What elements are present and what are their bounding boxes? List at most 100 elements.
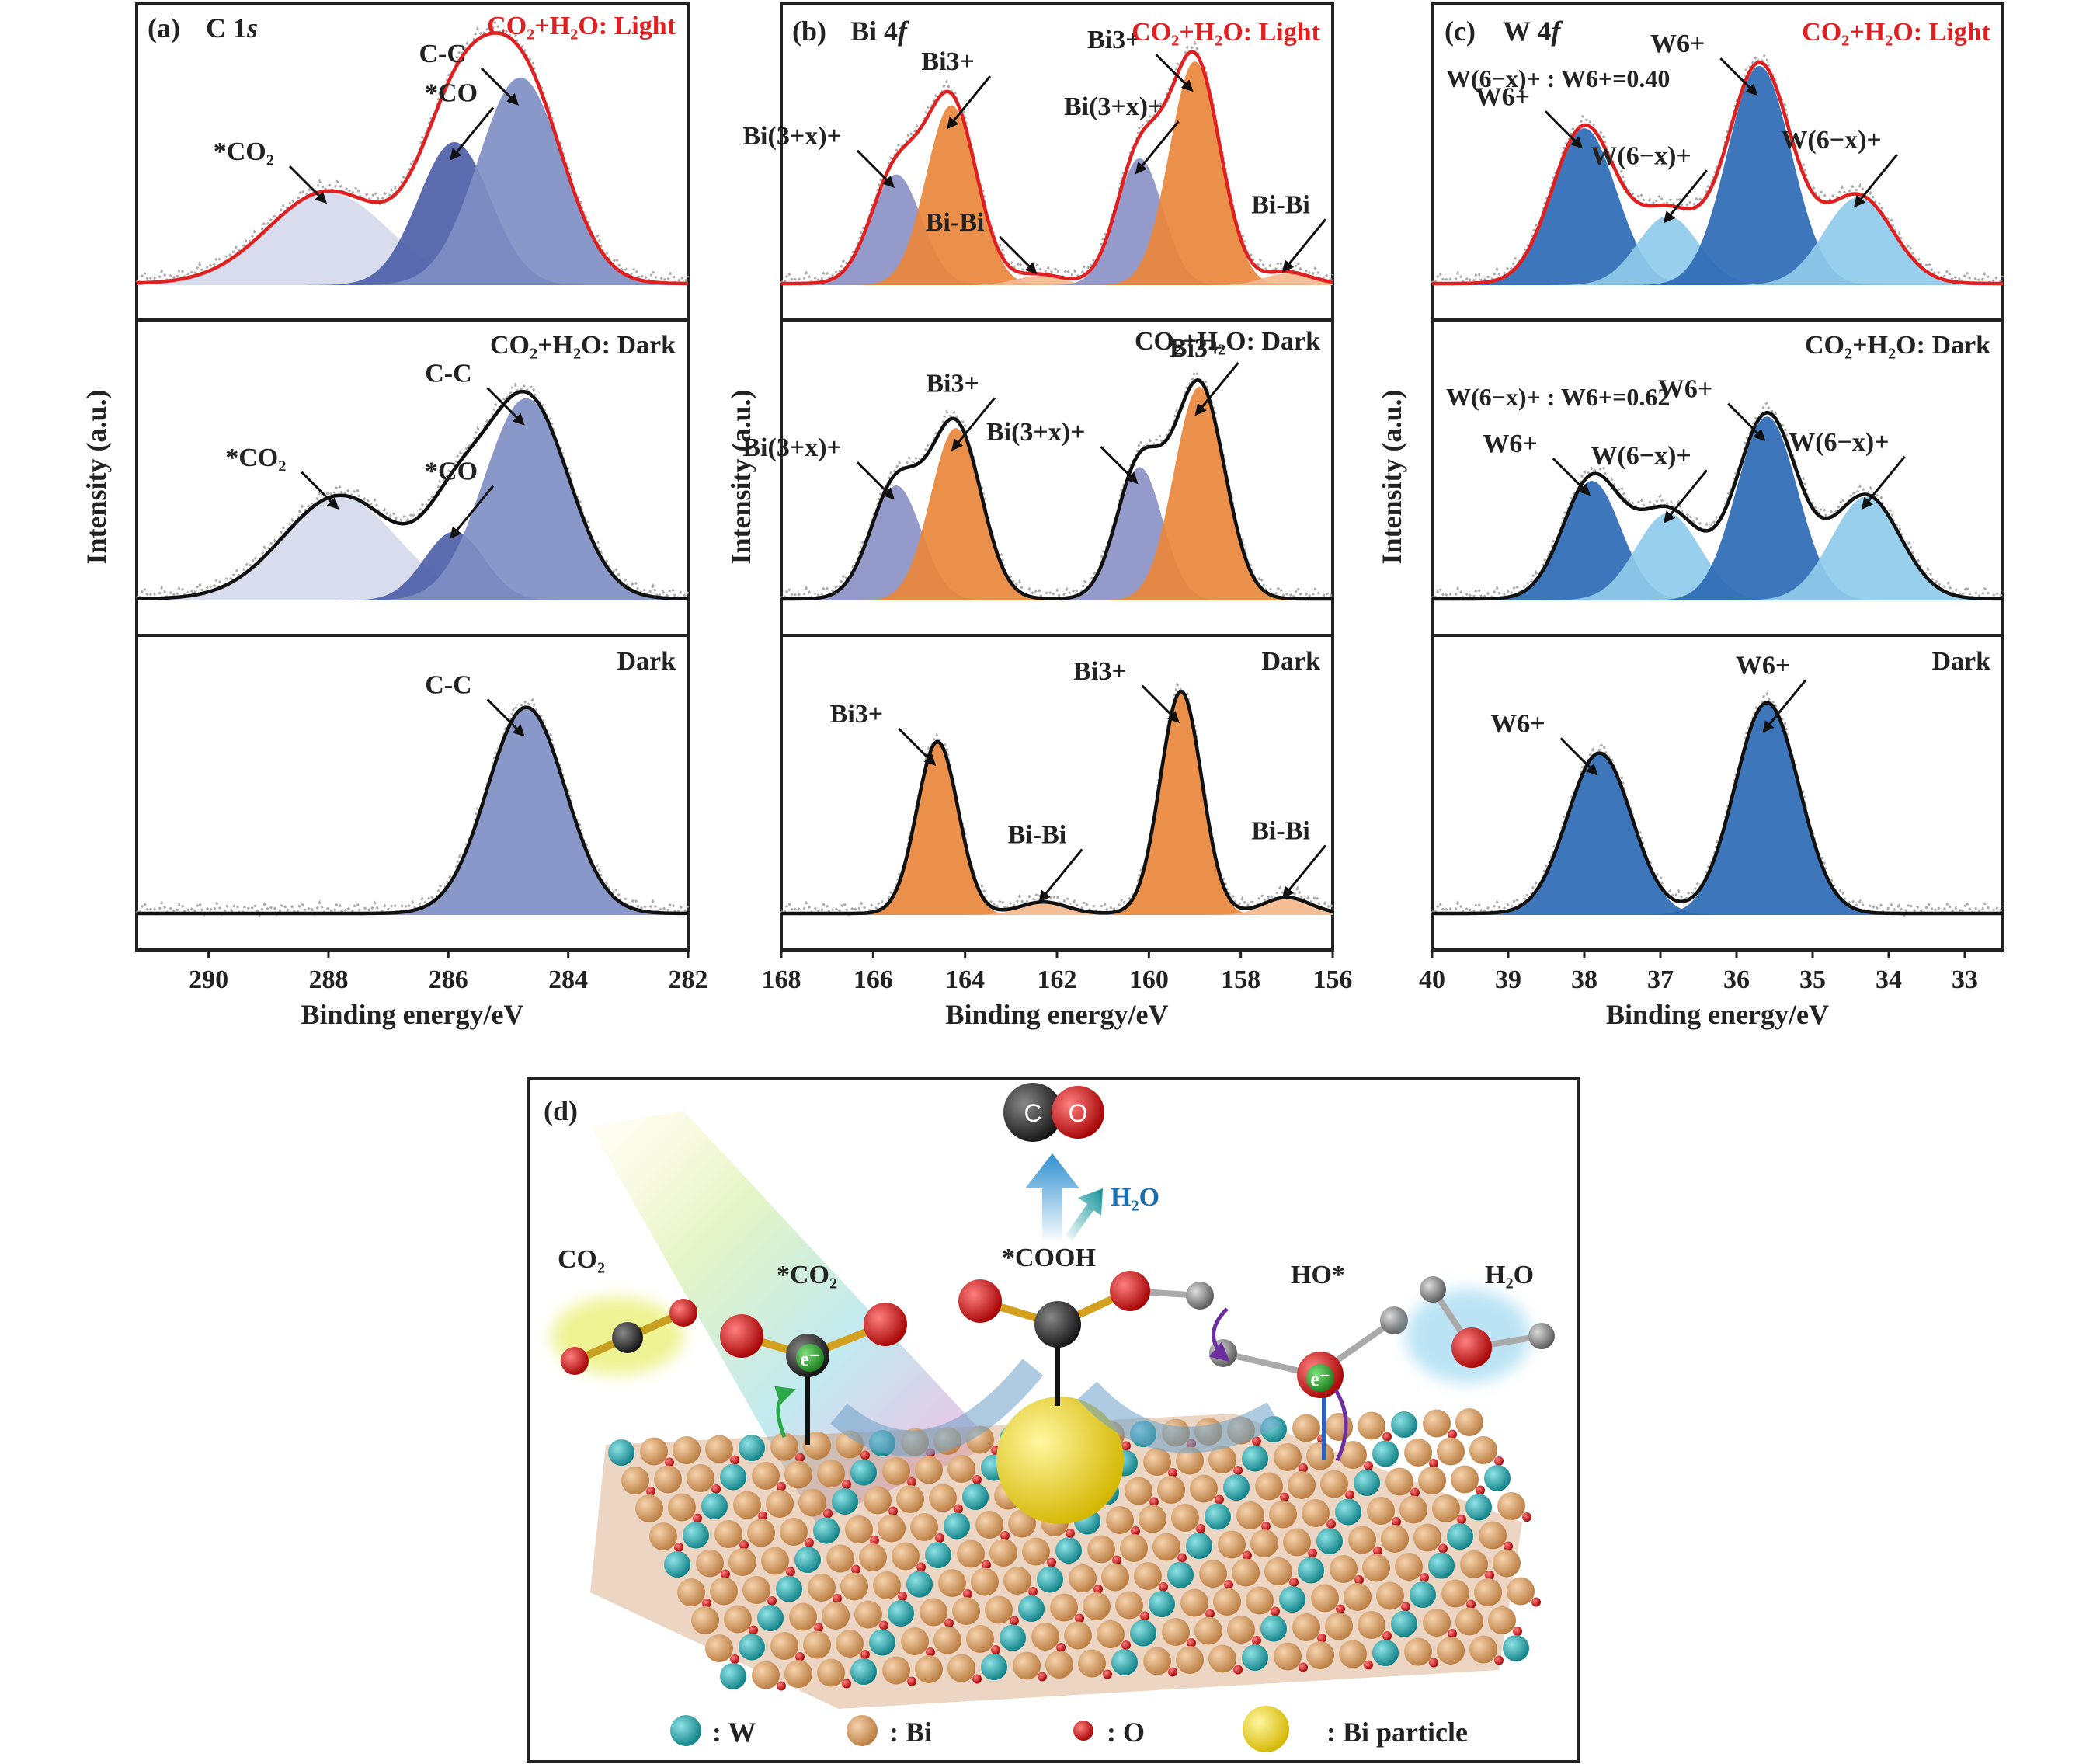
h2o-release-arrow: [1066, 1188, 1103, 1241]
bi-atom: [1432, 1494, 1460, 1522]
bi-atom: [1269, 1500, 1297, 1529]
o-atom: [1326, 1519, 1336, 1529]
x-tick-label: 37: [1647, 966, 1674, 994]
y-axis-label: Intensity (a.u.): [725, 389, 756, 564]
o-atom: [1000, 1531, 1010, 1540]
w-atom: [1298, 1557, 1324, 1584]
o-atom: [1336, 1604, 1345, 1614]
w-atom: [1447, 1523, 1473, 1550]
o-atom: [833, 1594, 842, 1603]
x-axis-label: Binding energy/eV: [1606, 999, 1829, 1030]
peak-bibi-row3: [781, 899, 1333, 915]
peak-label: Bi-Bi: [1251, 190, 1310, 219]
o-atom: [1280, 1492, 1289, 1502]
up-arrow: [1025, 1153, 1079, 1243]
o-atom: [991, 1645, 1000, 1654]
x-tick-label: 34: [1876, 966, 1902, 994]
peak-bibi-row3: [781, 903, 1333, 915]
o-atom: [795, 1453, 805, 1463]
peak-w6x-row1: [1432, 197, 2003, 285]
w-atom: [1503, 1635, 1529, 1661]
peak-co-row1: [137, 141, 688, 285]
w-atom: [1316, 1528, 1343, 1554]
w-atom: [1428, 1552, 1455, 1579]
bi-atom: [1302, 1499, 1330, 1527]
o-atom: [1140, 1611, 1149, 1621]
peak-w6-row1: [1432, 128, 2003, 285]
peak-arrow: [480, 67, 520, 106]
bi-atom: [1180, 1588, 1208, 1617]
o-atom: [926, 1647, 935, 1657]
peak-arrow: [1861, 455, 1906, 510]
bi-atom: [1022, 1537, 1050, 1566]
envelope-row1: [136, 31, 688, 286]
bi-atom: [705, 1435, 733, 1463]
o-atom: [1401, 1602, 1410, 1612]
bi-atom: [1246, 1586, 1274, 1615]
o-atom: [702, 1599, 711, 1608]
w-atom: [1000, 1624, 1026, 1651]
o-atom: [1205, 1609, 1215, 1619]
panel-a-tag: (a): [148, 12, 180, 43]
bi-atom: [1003, 1567, 1031, 1595]
bi-atom: [947, 1455, 975, 1483]
o-atom: [898, 1592, 907, 1601]
bi-atom: [1344, 1583, 1372, 1611]
bi-atom: [687, 1464, 714, 1492]
peak-w6-row2: [1432, 481, 2003, 600]
x-tick-label: 290: [189, 966, 228, 994]
o-atom: [767, 1596, 777, 1606]
peak-label: Bi(3+x)+: [742, 122, 842, 151]
peak-arrow: [1762, 679, 1807, 733]
peak-arrow: [1544, 110, 1584, 149]
w-atom: [906, 1571, 933, 1598]
o-atom: [1271, 1606, 1280, 1616]
bi-atom: [1385, 1467, 1413, 1496]
xps-panel-bi4f: [780, 2, 1334, 952]
bi-atom: [1008, 1509, 1036, 1538]
o-atom: [814, 1623, 823, 1633]
w-atom: [1260, 1615, 1287, 1642]
bi-atom: [733, 1491, 761, 1519]
bi-atom: [705, 1634, 733, 1662]
envelope-row3: [137, 705, 689, 916]
o-atom: [1513, 1627, 1522, 1636]
o-atom: [1112, 1555, 1121, 1565]
bi-atom: [752, 1462, 780, 1490]
o-atom: [823, 1508, 833, 1519]
bi-atom: [1106, 1506, 1134, 1534]
bi-atom: [933, 1626, 961, 1654]
peak-arrow: [1281, 218, 1326, 273]
bi-atom: [1250, 1529, 1278, 1557]
w-atom: [1242, 1644, 1268, 1671]
bi-atom: [1227, 1616, 1255, 1644]
bi-atom: [770, 1632, 798, 1660]
o-atom: [1308, 1548, 1317, 1558]
x-tick-label: 168: [762, 966, 801, 994]
peak-label: Bi-Bi: [1008, 820, 1067, 849]
bi-atom: [668, 1493, 696, 1522]
o-atom: [1522, 1512, 1531, 1522]
bi-atom: [1423, 1409, 1451, 1438]
bi-atom: [654, 1465, 682, 1494]
bi-atom: [1493, 1549, 1521, 1578]
bi-atom: [1232, 1558, 1260, 1587]
o-atom: [842, 1480, 851, 1489]
bi-atom: [896, 1485, 924, 1513]
raw-data-row3: [1431, 691, 2004, 918]
peak-arrow: [1194, 362, 1239, 416]
bi-atom: [1488, 1606, 1516, 1634]
bi-atom: [1362, 1554, 1390, 1582]
o-atom: [944, 1618, 954, 1628]
o-atom: [1038, 1672, 1047, 1682]
ho-star-label: HO*: [1291, 1261, 1345, 1289]
bi-atom: [1474, 1578, 1502, 1606]
peak-label: W(6−x)+: [1789, 428, 1889, 457]
peak-label: Bi(3+x)+: [1064, 92, 1163, 121]
x-tick-label: 156: [1313, 966, 1353, 994]
bi-atom: [1320, 1470, 1348, 1498]
legend-bi-label: : Bi: [889, 1717, 932, 1748]
peak-arrow: [947, 75, 992, 130]
o-atom: [1364, 1461, 1373, 1470]
o-atom: [972, 1674, 982, 1684]
